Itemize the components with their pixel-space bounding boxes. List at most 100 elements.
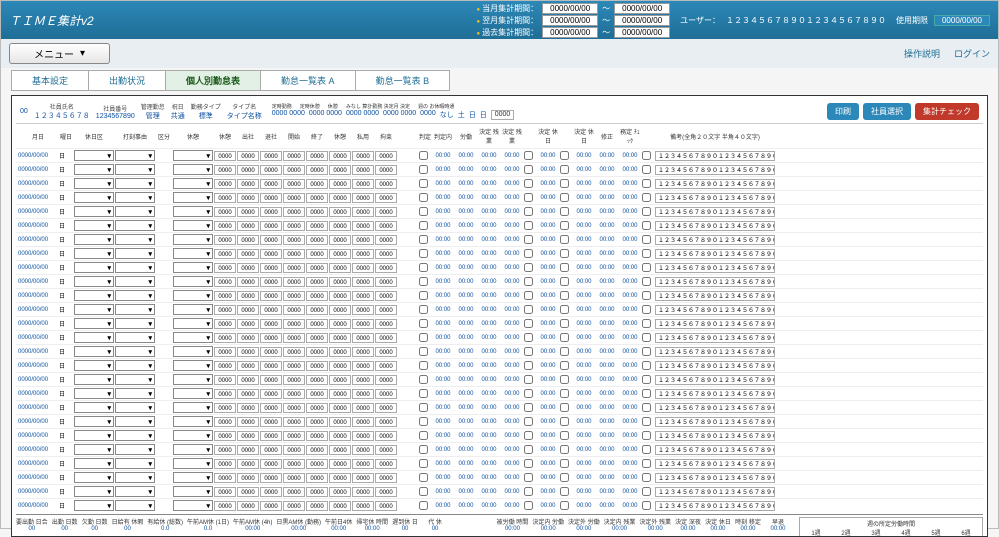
date-link[interactable]: 0000/00/00 [18, 489, 58, 495]
cell-box[interactable]: 0000 [306, 333, 328, 343]
cell-box[interactable]: 0000 [306, 305, 328, 315]
cell-box[interactable]: 0000 [375, 277, 397, 287]
row-check[interactable] [642, 235, 651, 244]
cell-box[interactable]: 0000 [352, 473, 374, 483]
cell-box[interactable]: 0000 [352, 333, 374, 343]
row-check[interactable] [642, 151, 651, 160]
cell-box[interactable]: 0000 [214, 487, 236, 497]
cell-box[interactable]: 0000 [352, 291, 374, 301]
row-check[interactable] [524, 417, 533, 426]
row-check[interactable] [642, 375, 651, 384]
cell-box[interactable]: 0000 [375, 333, 397, 343]
cell-box[interactable]: 0000 [375, 501, 397, 511]
cell-box[interactable]: 0000 [283, 319, 305, 329]
cell-box[interactable]: 0000 [260, 403, 282, 413]
cell-box[interactable]: 0000 [260, 431, 282, 441]
cell-box[interactable]: 0000 [260, 417, 282, 427]
reason-select[interactable]: ▾ [115, 444, 155, 455]
row-check[interactable] [419, 361, 428, 370]
cell-box[interactable]: 0000 [329, 417, 351, 427]
reason-select[interactable]: ▾ [115, 178, 155, 189]
cell-box[interactable]: 0000 [214, 459, 236, 469]
row-check[interactable] [419, 291, 428, 300]
cell-box[interactable]: 0000 [375, 221, 397, 231]
cell-box[interactable]: 0000 [214, 431, 236, 441]
cell-box[interactable]: 0000 [306, 221, 328, 231]
cell-box[interactable]: 0000 [352, 263, 374, 273]
type-select[interactable]: ▾ [173, 500, 213, 511]
row-check[interactable] [560, 417, 569, 426]
row-check[interactable] [560, 459, 569, 468]
row-check[interactable] [524, 319, 533, 328]
reason-select[interactable]: ▾ [115, 262, 155, 273]
row-check[interactable] [524, 445, 533, 454]
row-check[interactable] [524, 277, 533, 286]
cell-box[interactable]: 0000 [306, 431, 328, 441]
cell-box[interactable]: 0000 [214, 445, 236, 455]
cell-box[interactable]: 0000 [329, 361, 351, 371]
row-check[interactable] [560, 431, 569, 440]
row-check[interactable] [642, 165, 651, 174]
type-select[interactable]: ▾ [173, 150, 213, 161]
cell-box[interactable]: 0000 [214, 179, 236, 189]
row-check[interactable] [419, 487, 428, 496]
reason-select[interactable]: ▾ [115, 472, 155, 483]
date-link[interactable]: 0000/00/00 [18, 335, 58, 341]
cell-box[interactable]: 0000 [283, 263, 305, 273]
type-select[interactable]: ▾ [173, 276, 213, 287]
remark-input[interactable]: １２３４５６７８９０１２３４５６７８９０ [655, 501, 775, 511]
cell-box[interactable]: 0000 [283, 291, 305, 301]
holiday-select[interactable]: ▾ [74, 220, 114, 231]
cell-box[interactable]: 0000 [214, 319, 236, 329]
cell-box[interactable]: 0000 [352, 277, 374, 287]
remark-input[interactable]: １２３４５６７８９０１２３４５６７８９０ [655, 473, 775, 483]
row-check[interactable] [560, 235, 569, 244]
row-check[interactable] [560, 179, 569, 188]
cell-box[interactable]: 0000 [260, 473, 282, 483]
cell-box[interactable]: 0000 [329, 235, 351, 245]
cell-box[interactable]: 0000 [283, 361, 305, 371]
reason-select[interactable]: ▾ [115, 150, 155, 161]
date-link[interactable]: 0000/00/00 [18, 475, 58, 481]
row-check[interactable] [560, 389, 569, 398]
cell-box[interactable]: 0000 [306, 319, 328, 329]
date-link[interactable]: 0000/00/00 [18, 433, 58, 439]
reason-select[interactable]: ▾ [115, 374, 155, 385]
type-select[interactable]: ▾ [173, 388, 213, 399]
row-check[interactable] [560, 347, 569, 356]
reason-select[interactable]: ▾ [115, 164, 155, 175]
reason-select[interactable]: ▾ [115, 276, 155, 287]
row-check[interactable] [642, 389, 651, 398]
row-check[interactable] [524, 221, 533, 230]
holiday-select[interactable]: ▾ [74, 486, 114, 497]
cell-box[interactable]: 0000 [352, 417, 374, 427]
cell-box[interactable]: 0000 [237, 291, 259, 301]
reason-select[interactable]: ▾ [115, 234, 155, 245]
cell-box[interactable]: 0000 [260, 179, 282, 189]
cell-box[interactable]: 0000 [237, 207, 259, 217]
row-check[interactable] [419, 249, 428, 258]
link-login[interactable]: ログイン [954, 47, 990, 60]
cell-box[interactable]: 0000 [375, 179, 397, 189]
cell-box[interactable]: 0000 [237, 361, 259, 371]
cell-box[interactable]: 0000 [283, 305, 305, 315]
cell-box[interactable]: 0000 [352, 347, 374, 357]
cell-box[interactable]: 0000 [329, 165, 351, 175]
cell-box[interactable]: 0000 [306, 487, 328, 497]
cell-box[interactable]: 0000 [329, 249, 351, 259]
row-check[interactable] [524, 207, 533, 216]
cell-box[interactable]: 0000 [260, 389, 282, 399]
row-check[interactable] [524, 473, 533, 482]
date-link[interactable]: 0000/00/00 [18, 237, 58, 243]
row-check[interactable] [642, 305, 651, 314]
cell-box[interactable]: 0000 [375, 207, 397, 217]
remark-input[interactable]: １２３４５６７８９０１２３４５６７８９０ [655, 235, 775, 245]
row-check[interactable] [560, 249, 569, 258]
type-select[interactable]: ▾ [173, 472, 213, 483]
cell-box[interactable]: 0000 [352, 249, 374, 259]
reason-select[interactable]: ▾ [115, 486, 155, 497]
cell-box[interactable]: 0000 [283, 389, 305, 399]
cell-box[interactable]: 0000 [306, 403, 328, 413]
reason-select[interactable]: ▾ [115, 458, 155, 469]
cell-box[interactable]: 0000 [237, 263, 259, 273]
